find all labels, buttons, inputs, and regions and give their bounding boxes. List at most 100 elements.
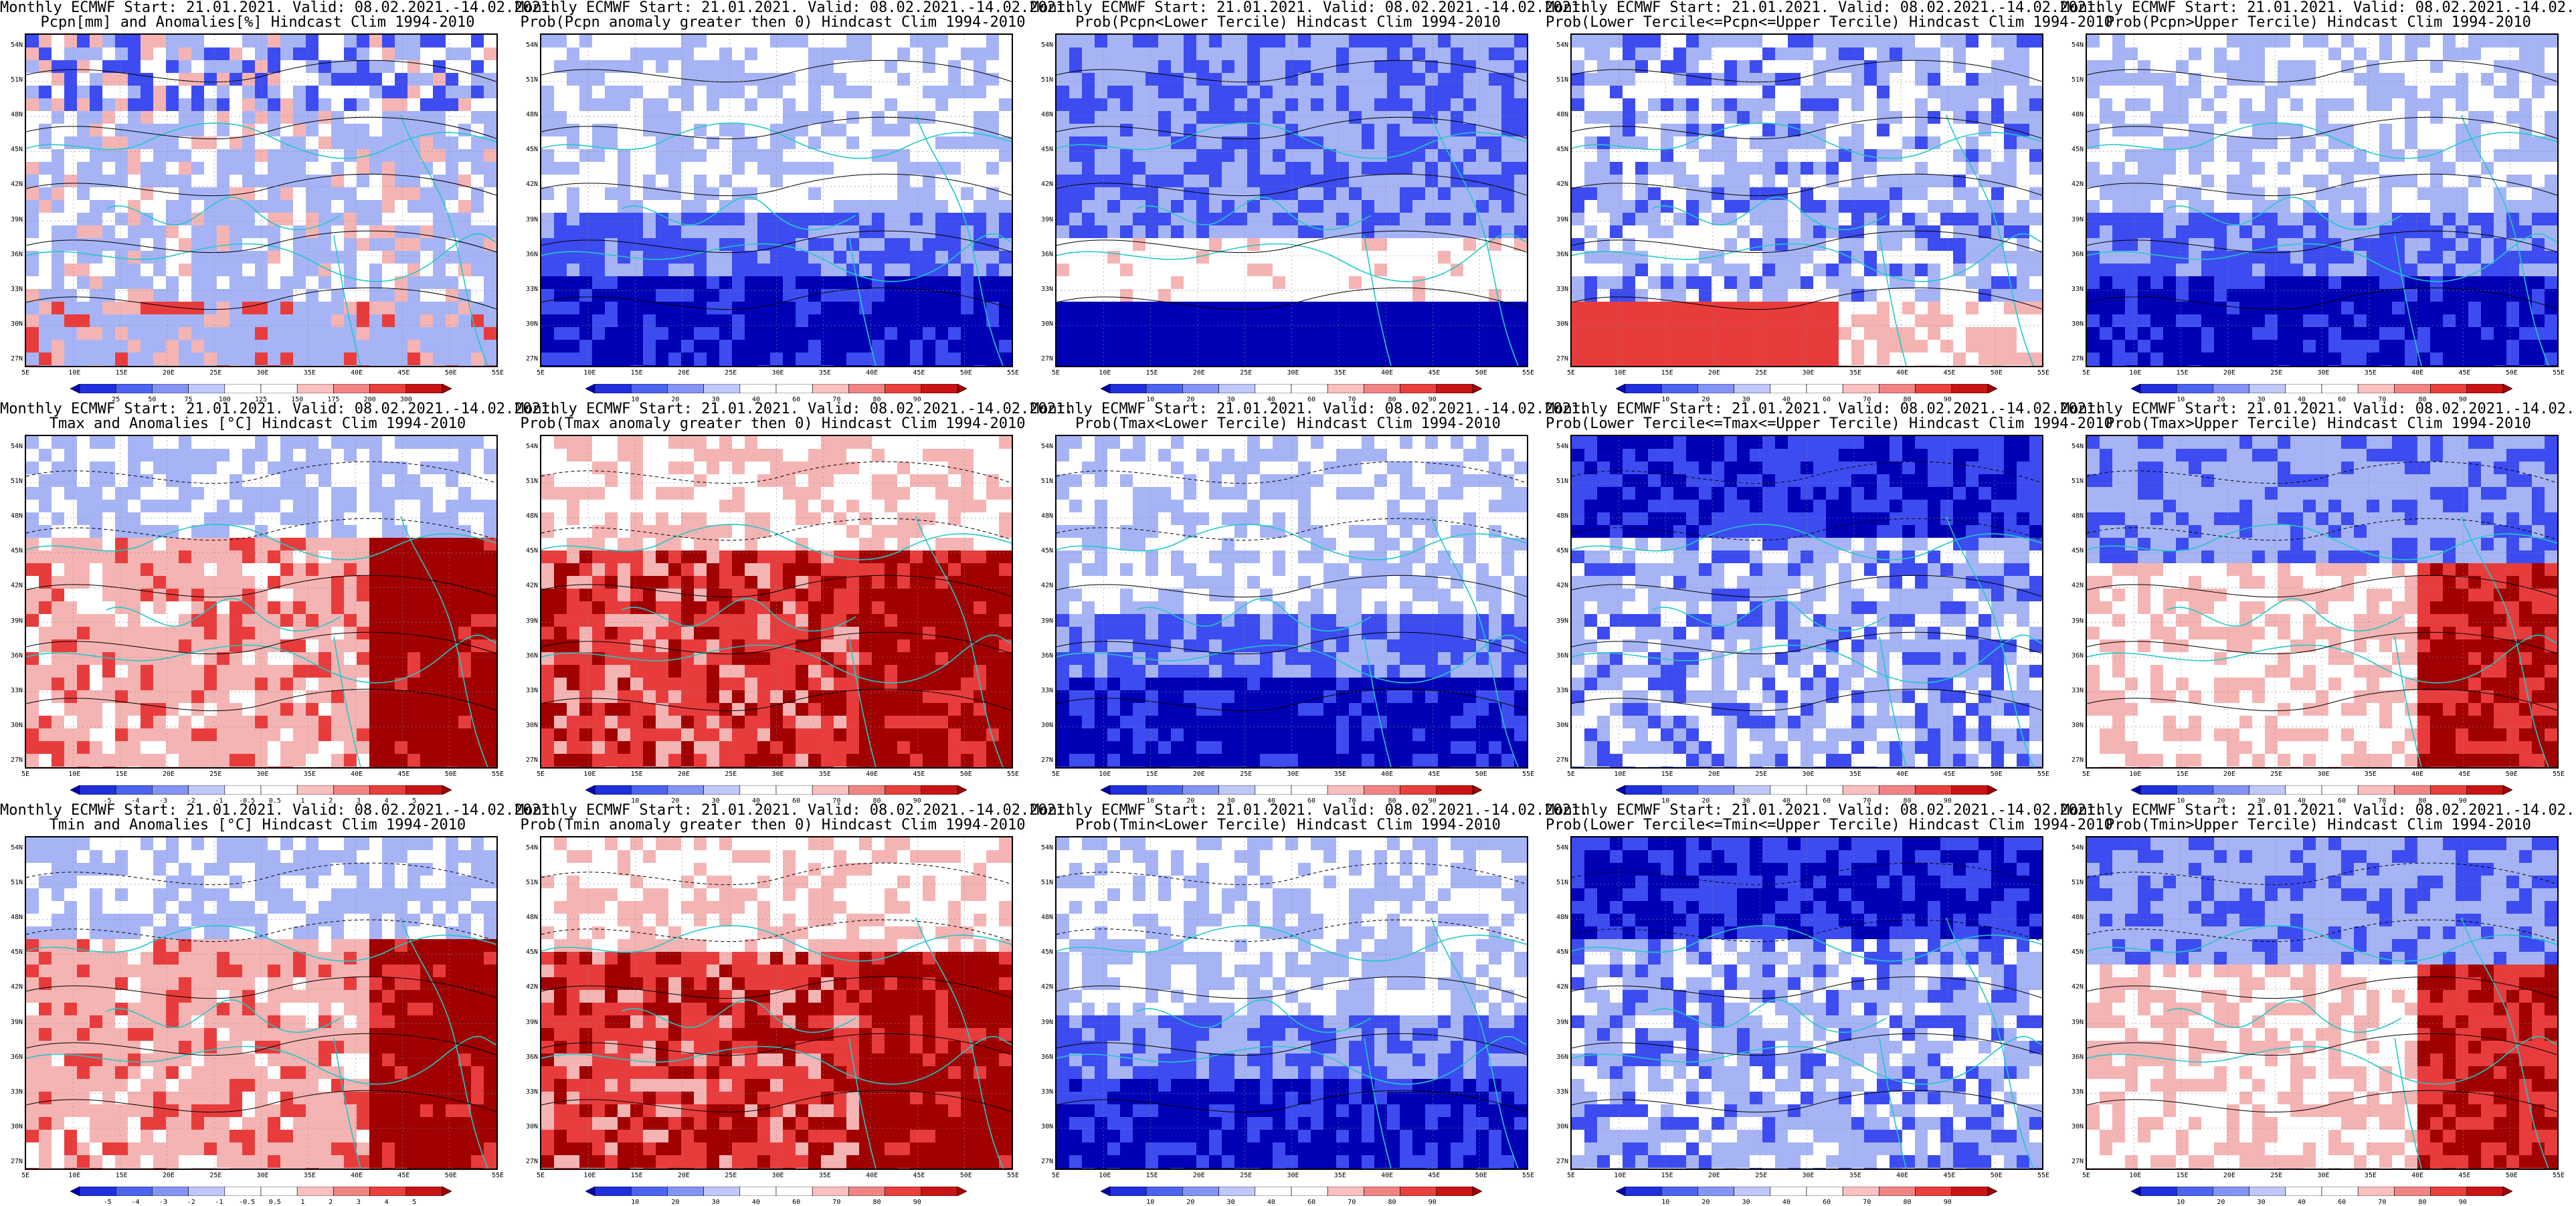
lon-label: 35E (1849, 771, 1861, 778)
lon-label: 35E (819, 771, 831, 778)
lon-label: 5E (1567, 1172, 1575, 1179)
colorbar-segment (1182, 384, 1218, 393)
colorbar-segment (225, 1187, 261, 1196)
lon-label: 35E (1334, 369, 1346, 377)
lon-label: 35E (1849, 1172, 1861, 1179)
lat-label: 36N (1, 1053, 23, 1061)
colorbar-arrow-right (2503, 1187, 2512, 1196)
colorbar-segment (189, 384, 225, 393)
lon-label: 5E (2082, 771, 2090, 778)
lat-label: 54N (1547, 41, 1568, 49)
lon-label: 15E (2177, 771, 2189, 778)
lon-label: 50E (2506, 369, 2518, 377)
lon-label: 20E (678, 1172, 690, 1179)
lon-label: 45E (397, 369, 409, 377)
lon-label: 20E (1193, 1172, 1205, 1179)
lon-label: 5E (537, 369, 545, 377)
colorbar-label: 90 (1944, 1199, 1952, 1206)
lat-label: 27N (517, 355, 538, 363)
lon-label: 5E (1567, 771, 1575, 778)
colorbar-label: 2 (329, 1199, 333, 1206)
colorbar-label: 80 (1904, 1199, 1912, 1206)
colorbar-segment (1400, 1187, 1437, 1196)
lat-label: 54N (1032, 844, 1053, 851)
map-area (1055, 435, 1528, 769)
colorbar (585, 785, 967, 795)
colorbar-segment (152, 1187, 188, 1196)
lon-label: 35E (2365, 771, 2377, 778)
lon-label: 50E (2506, 1172, 2518, 1179)
colorbar-segment (1952, 1187, 1988, 1196)
colorbar-segment (1770, 1187, 1807, 1196)
lat-label: 33N (517, 687, 538, 694)
colorbar-segment (885, 785, 921, 795)
shaded-field (1572, 35, 2042, 366)
lat-label: 27N (1, 757, 23, 764)
map-area (25, 836, 498, 1170)
lat-label: 36N (1547, 652, 1568, 660)
colorbar-segment (1843, 785, 1879, 795)
lat-label: 39N (2062, 1019, 2084, 1026)
lon-label: 15E (1661, 369, 1673, 377)
lon-label: 30E (2318, 771, 2330, 778)
colorbar-segment (1437, 785, 1473, 795)
lon-label: 45E (2458, 1172, 2470, 1179)
lon-label: 50E (960, 1172, 972, 1179)
colorbar-segment (2394, 785, 2430, 795)
lon-label: 55E (492, 771, 504, 778)
lat-label: 48N (1547, 111, 1568, 118)
colorbar-arrow-left (1616, 1187, 1625, 1196)
colorbar-segment (1843, 384, 1879, 393)
lon-label: 10E (583, 771, 595, 778)
lat-label: 30N (1547, 320, 1568, 328)
lon-label: 40E (866, 771, 878, 778)
colorbar-arrow-right (957, 1187, 967, 1196)
shaded-field (26, 35, 496, 366)
colorbar-arrow-left (70, 384, 80, 393)
map-area (1570, 33, 2043, 367)
colorbar-label: 20 (1701, 1199, 1710, 1206)
lon-label: 55E (1522, 369, 1534, 377)
colorbar-segment (1734, 1187, 1770, 1196)
lat-label: 51N (517, 478, 538, 485)
colorbar-label: -0.5 (239, 1199, 255, 1206)
colorbar-segment (1255, 785, 1291, 795)
colorbar-segment (1879, 785, 1915, 795)
lat-label: 39N (1032, 216, 1053, 223)
colorbar-label: -1 (215, 1199, 223, 1206)
colorbar-segment (1219, 1187, 1255, 1196)
lat-label: 39N (2062, 216, 2084, 223)
lon-label: 40E (2411, 771, 2423, 778)
lat-label: 33N (1547, 1088, 1568, 1096)
colorbar-segment (1734, 384, 1770, 393)
lon-label: 45E (1943, 369, 1955, 377)
lat-label: 54N (2062, 443, 2084, 450)
map-area (540, 836, 1013, 1170)
shaded-field (541, 837, 1012, 1169)
colorbar-segment (152, 384, 188, 393)
lon-label: 40E (1381, 1172, 1393, 1179)
lat-label: 36N (1032, 1053, 1053, 1061)
colorbar-arrow-right (2503, 785, 2512, 795)
colorbar-segment (297, 785, 333, 795)
colorbar-segment (1364, 785, 1400, 795)
lat-label: 45N (1032, 948, 1053, 956)
colorbar-arrow-right (1473, 785, 1482, 795)
lon-label: 20E (678, 771, 690, 778)
lon-label: 30E (1803, 369, 1815, 377)
colorbar-segment (1734, 785, 1770, 795)
colorbar-label: 10 (631, 1199, 639, 1206)
lon-label: 35E (1334, 1172, 1346, 1179)
lat-label: 33N (1, 687, 23, 694)
map-panel-tmax-1: Monthly ECMWF Start: 21.01.2021. Valid: … (0, 401, 515, 803)
lat-label: 54N (1032, 41, 1053, 49)
colorbar-label: 70 (1863, 1199, 1871, 1206)
colorbar-segment (740, 384, 776, 393)
lat-label: 54N (1, 443, 23, 450)
lon-label: 20E (678, 369, 690, 377)
lon-label: 35E (1334, 771, 1346, 778)
panel-title-line2: Prob(Tmax>Upper Tercile) Hindcast Clim 1… (2061, 416, 2576, 432)
panel-title-line2: Prob(Tmin>Upper Tercile) Hindcast Clim 1… (2061, 817, 2576, 833)
colorbar-segment (1364, 384, 1400, 393)
colorbar-label: 40 (2298, 1199, 2306, 1206)
